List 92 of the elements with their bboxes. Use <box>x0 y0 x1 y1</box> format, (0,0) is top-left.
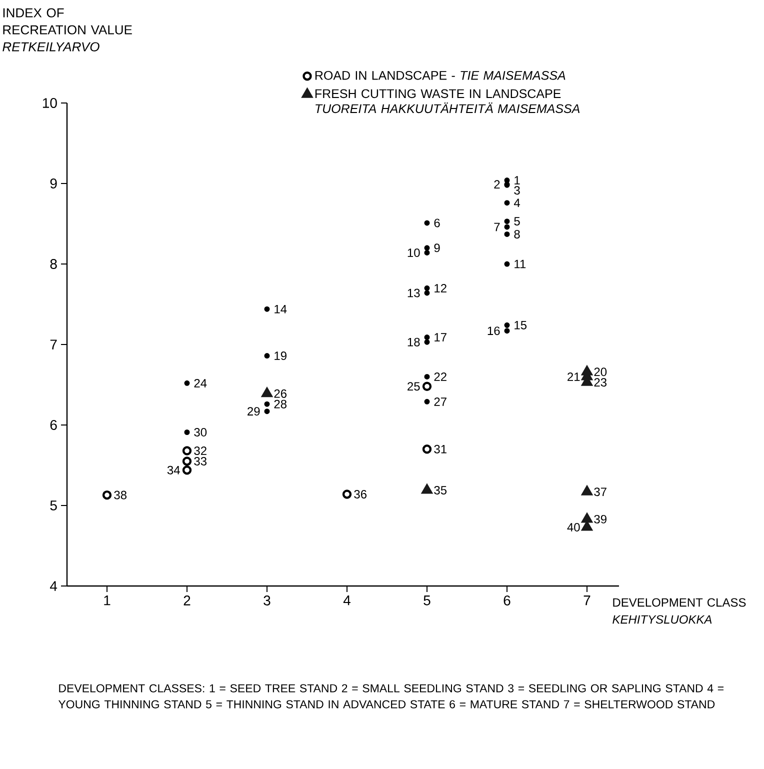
annotation: 21 <box>568 372 580 381</box>
annotation: 11 <box>514 260 526 268</box>
annotation: 34 <box>167 466 180 474</box>
point <box>504 224 510 230</box>
y-axis-title: INDEX OF RECREATION VALUE RETKEILYARVO <box>2 8 132 52</box>
point <box>264 401 270 407</box>
annotation: 20 <box>594 368 607 376</box>
annotation: 10 <box>408 248 420 257</box>
legend-label: ROAD IN LANDSCAPE - TIE MAISEMASSA <box>315 70 566 80</box>
point <box>424 245 430 251</box>
point <box>424 398 430 404</box>
annotation: 28 <box>274 400 287 408</box>
x-tick-label: 2 <box>184 596 190 606</box>
point <box>264 408 270 414</box>
x-tick-label: 6 <box>504 596 510 606</box>
point <box>424 334 430 340</box>
annotation: 7 <box>494 222 500 232</box>
x-tick-label: 3 <box>264 596 270 606</box>
annotation: 5 <box>514 217 520 226</box>
annotation: 17 <box>434 333 446 342</box>
annotation: 12 <box>434 284 446 292</box>
annotation: 8 <box>514 230 520 238</box>
point <box>581 485 593 496</box>
y-tick-label: 10 <box>42 98 57 108</box>
point <box>424 290 430 296</box>
point <box>424 374 430 380</box>
point <box>504 328 510 334</box>
y-tick-label: 7 <box>50 340 57 350</box>
annotation: 33 <box>194 456 207 466</box>
annotation: 19 <box>274 352 286 360</box>
annotation: 39 <box>594 514 606 524</box>
point <box>504 200 510 206</box>
x-tick-label: 4 <box>343 596 350 606</box>
annotation: 26 <box>274 389 287 398</box>
x-tick-label: 1 <box>104 596 110 606</box>
y-tick-label: 9 <box>50 178 57 188</box>
annotation: 36 <box>354 490 367 498</box>
annotation: 25 <box>408 382 420 391</box>
annotation: 16 <box>488 326 500 336</box>
x-tick-label: 7 <box>584 596 590 606</box>
point <box>424 285 430 291</box>
annotation: 31 <box>434 444 446 454</box>
point <box>422 382 432 391</box>
annotation: 32 <box>194 446 206 456</box>
annotation: 27 <box>434 397 446 406</box>
point <box>424 250 430 256</box>
point <box>421 484 433 494</box>
y-tick-label: 8 <box>50 259 57 269</box>
annotation: 18 <box>408 338 420 346</box>
annotation: 30 <box>194 428 207 436</box>
point <box>182 465 192 475</box>
y-tick-label: 5 <box>50 500 57 510</box>
annotation: 1 <box>514 176 520 184</box>
point <box>342 490 352 499</box>
annotation: 40 <box>567 523 580 532</box>
y-tick-label: 4 <box>50 581 58 591</box>
legend-label: FRESH CUTTING WASTE IN LANDSCAPE TUOREITA HAKKUUTÄHTEITÄ MAISEMASSA <box>315 89 580 114</box>
point <box>504 231 510 237</box>
annotation: 15 <box>514 321 527 330</box>
annotation: 22 <box>434 372 446 381</box>
y-tick-label: 6 <box>50 420 57 430</box>
point <box>581 512 593 523</box>
annotation: 4 <box>514 198 520 207</box>
point <box>182 456 192 466</box>
annotation: 3 <box>514 186 520 195</box>
point <box>424 339 430 345</box>
annotation: 23 <box>594 378 607 387</box>
text: DEVELOPMENT CLASSES: 1 = SEED TREE STAND 2 = SMALL SEEDLING STAND 3 = SEEDLING OR SAPLING STAND 4 = YOUNG THINNING STAND 5 = THINNING STAND IN ADVANCED STATE 6 = MATURE STAND 7 = SHELTERWOOD STAND <box>58 684 724 708</box>
x-axis-title: DEVELOPMENT CLASS KEHITYSLUOKKA <box>612 598 746 624</box>
annotation: 6 <box>434 218 440 228</box>
point <box>424 220 430 226</box>
annotation: 29 <box>248 407 260 416</box>
point <box>102 490 112 500</box>
point <box>184 380 190 386</box>
annotation: 9 <box>434 244 440 252</box>
point <box>504 322 510 328</box>
annotation: 37 <box>594 488 606 496</box>
point <box>264 306 270 312</box>
annotation: 2 <box>494 180 500 189</box>
point <box>504 218 510 224</box>
point <box>184 430 190 436</box>
point <box>504 261 510 267</box>
point <box>264 353 270 359</box>
point <box>182 446 192 456</box>
point <box>422 444 432 454</box>
annotation: 35 <box>434 486 447 494</box>
annotation: 38 <box>114 490 127 500</box>
point <box>261 387 273 398</box>
annotation: 13 <box>408 288 420 298</box>
x-tick-label: 5 <box>424 596 430 606</box>
annotation: 24 <box>194 378 207 388</box>
annotation: 14 <box>274 304 287 314</box>
